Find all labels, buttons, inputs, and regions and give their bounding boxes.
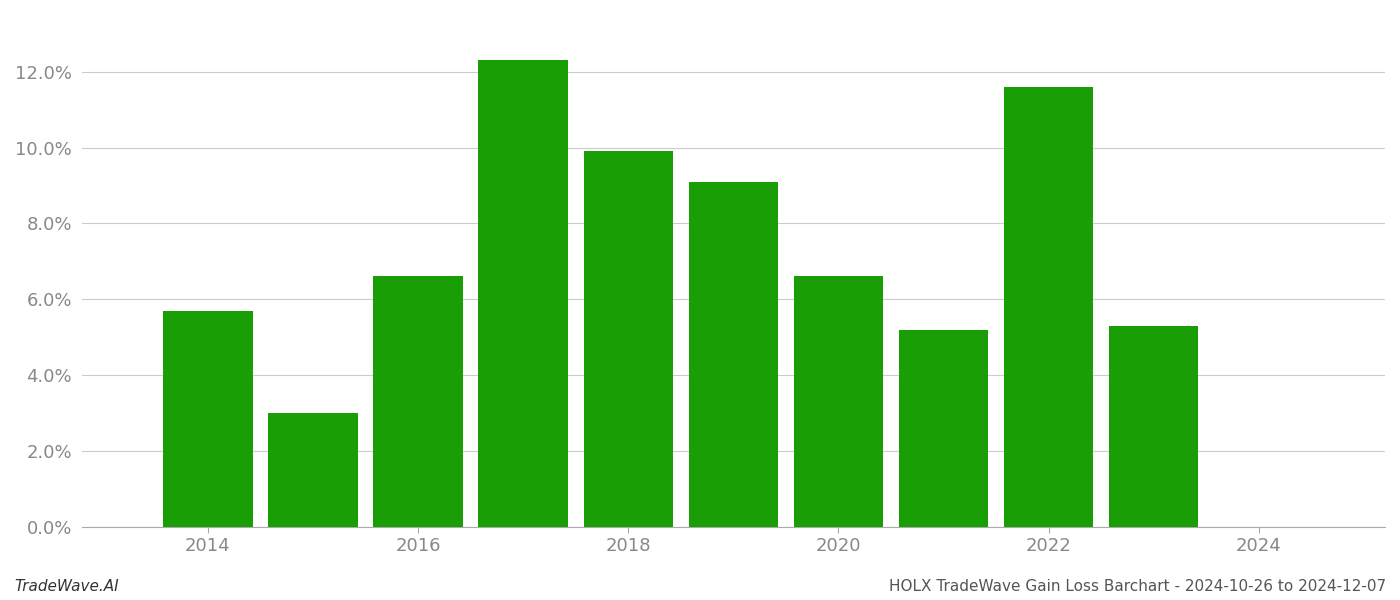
Bar bbox=[164, 311, 252, 527]
Bar bbox=[1109, 326, 1198, 527]
Bar bbox=[794, 277, 883, 527]
Bar bbox=[374, 277, 463, 527]
Bar bbox=[1004, 87, 1093, 527]
Bar bbox=[584, 151, 673, 527]
Bar bbox=[689, 182, 778, 527]
Text: HOLX TradeWave Gain Loss Barchart - 2024-10-26 to 2024-12-07: HOLX TradeWave Gain Loss Barchart - 2024… bbox=[889, 579, 1386, 594]
Bar bbox=[479, 61, 568, 527]
Bar bbox=[269, 413, 357, 527]
Bar bbox=[899, 329, 988, 527]
Text: TradeWave.AI: TradeWave.AI bbox=[14, 579, 119, 594]
